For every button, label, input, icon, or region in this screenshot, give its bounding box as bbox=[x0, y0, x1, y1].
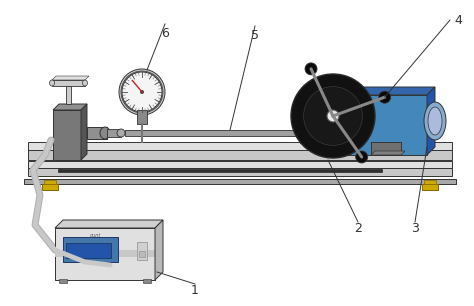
Circle shape bbox=[305, 63, 317, 75]
Text: 3: 3 bbox=[411, 222, 419, 236]
Text: 4: 4 bbox=[454, 13, 462, 27]
Bar bbox=[59, 279, 67, 283]
Bar bbox=[28, 150, 452, 160]
Polygon shape bbox=[427, 87, 435, 155]
Text: 5: 5 bbox=[251, 28, 259, 42]
Bar bbox=[422, 184, 438, 190]
Bar bbox=[107, 129, 121, 137]
Ellipse shape bbox=[315, 124, 325, 142]
Circle shape bbox=[291, 74, 375, 158]
Bar bbox=[300, 123, 320, 143]
Bar bbox=[371, 142, 401, 155]
Polygon shape bbox=[53, 104, 87, 110]
Polygon shape bbox=[81, 104, 87, 160]
Polygon shape bbox=[345, 87, 435, 95]
Bar bbox=[44, 180, 56, 184]
Polygon shape bbox=[55, 220, 163, 228]
Ellipse shape bbox=[117, 129, 125, 137]
Circle shape bbox=[121, 71, 163, 113]
Circle shape bbox=[119, 69, 165, 115]
Bar bbox=[317, 126, 345, 140]
Ellipse shape bbox=[49, 80, 55, 86]
Bar bbox=[66, 243, 111, 258]
Ellipse shape bbox=[428, 107, 442, 135]
Circle shape bbox=[122, 72, 162, 112]
Bar bbox=[55, 228, 155, 280]
Text: 6: 6 bbox=[161, 27, 169, 39]
Bar bbox=[28, 168, 452, 176]
Text: 1: 1 bbox=[191, 283, 199, 297]
Bar bbox=[28, 161, 452, 168]
Circle shape bbox=[356, 151, 368, 163]
Bar bbox=[424, 180, 436, 184]
Circle shape bbox=[379, 91, 391, 103]
Text: 2: 2 bbox=[354, 222, 362, 236]
Ellipse shape bbox=[424, 102, 446, 140]
Bar bbox=[137, 110, 147, 124]
Bar bbox=[63, 237, 118, 262]
Bar bbox=[137, 242, 147, 260]
Bar bbox=[87, 127, 107, 139]
Bar bbox=[28, 142, 452, 150]
Text: gunt: gunt bbox=[90, 233, 100, 237]
Bar bbox=[66, 86, 71, 104]
Ellipse shape bbox=[82, 80, 88, 86]
Circle shape bbox=[140, 90, 144, 94]
Circle shape bbox=[304, 87, 363, 145]
Bar bbox=[53, 110, 81, 160]
Polygon shape bbox=[155, 220, 163, 280]
Bar bbox=[125, 130, 335, 134]
Bar bbox=[143, 279, 151, 283]
Polygon shape bbox=[52, 76, 89, 80]
Bar bbox=[139, 251, 145, 257]
Polygon shape bbox=[371, 151, 405, 155]
Bar bbox=[55, 250, 155, 257]
Polygon shape bbox=[66, 83, 74, 86]
Bar bbox=[58, 169, 382, 172]
Bar bbox=[24, 179, 456, 184]
Circle shape bbox=[327, 110, 339, 122]
Bar bbox=[42, 184, 58, 190]
Bar bbox=[52, 80, 85, 86]
Bar bbox=[125, 130, 335, 136]
Ellipse shape bbox=[100, 127, 110, 139]
Bar bbox=[345, 95, 427, 155]
Polygon shape bbox=[300, 118, 325, 123]
